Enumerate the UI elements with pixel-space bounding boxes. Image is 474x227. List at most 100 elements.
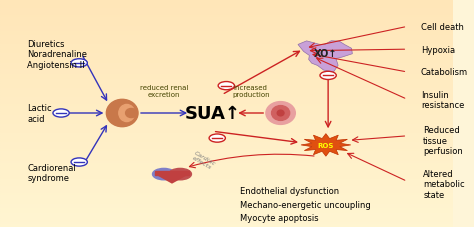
Bar xyxy=(0,218,453,220)
Bar xyxy=(0,120,453,123)
Bar xyxy=(0,7,453,9)
Bar xyxy=(0,57,453,59)
Bar xyxy=(0,143,453,145)
Bar xyxy=(0,157,453,159)
Bar xyxy=(0,161,453,163)
Text: increased
production: increased production xyxy=(232,85,270,98)
Text: Altered
metabolic
state: Altered metabolic state xyxy=(423,169,465,199)
Bar xyxy=(0,182,453,184)
Bar xyxy=(0,102,453,104)
Bar xyxy=(0,20,453,23)
Bar xyxy=(0,152,453,154)
Circle shape xyxy=(153,169,175,180)
Bar xyxy=(0,27,453,30)
Polygon shape xyxy=(298,42,352,73)
Bar xyxy=(0,216,453,218)
Text: ROS: ROS xyxy=(318,142,334,148)
Bar xyxy=(0,225,453,227)
Bar xyxy=(0,59,453,61)
Bar xyxy=(0,136,453,138)
Bar xyxy=(0,166,453,168)
Bar xyxy=(0,45,453,48)
Bar xyxy=(0,86,453,89)
Bar xyxy=(0,107,453,109)
Bar xyxy=(0,41,453,43)
Bar xyxy=(0,84,453,86)
Bar xyxy=(0,193,453,195)
Bar xyxy=(0,195,453,197)
Bar xyxy=(0,89,453,91)
Bar xyxy=(0,109,453,111)
Bar xyxy=(0,79,453,82)
Bar xyxy=(0,52,453,54)
Ellipse shape xyxy=(106,100,138,127)
Circle shape xyxy=(71,59,87,68)
Bar xyxy=(0,64,453,66)
Bar xyxy=(0,220,453,222)
Bar xyxy=(0,184,453,186)
Ellipse shape xyxy=(277,111,284,116)
Bar xyxy=(0,50,453,52)
Bar xyxy=(0,116,453,118)
Bar xyxy=(0,5,453,7)
Bar xyxy=(0,191,453,193)
Bar xyxy=(0,145,453,148)
Polygon shape xyxy=(155,174,189,184)
Circle shape xyxy=(71,158,87,166)
Bar xyxy=(0,2,453,5)
Bar xyxy=(0,91,453,93)
Text: SUA↑: SUA↑ xyxy=(185,105,241,122)
Bar xyxy=(0,188,453,191)
Bar xyxy=(0,14,453,16)
Bar xyxy=(0,150,453,152)
Bar xyxy=(0,129,453,132)
Bar xyxy=(0,168,453,170)
Bar xyxy=(0,197,453,200)
Bar xyxy=(0,202,453,204)
Bar xyxy=(0,66,453,68)
Bar xyxy=(0,16,453,18)
Text: XO↑: XO↑ xyxy=(314,48,337,58)
Bar xyxy=(0,111,453,114)
Bar xyxy=(0,204,453,207)
Bar xyxy=(0,123,453,125)
Bar xyxy=(0,70,453,73)
Bar xyxy=(0,179,453,182)
Bar xyxy=(0,104,453,107)
Bar xyxy=(0,75,453,77)
Bar xyxy=(0,141,453,143)
Bar xyxy=(0,114,453,116)
Text: Hypoxia: Hypoxia xyxy=(421,45,455,54)
Bar xyxy=(0,98,453,100)
Text: reduced renal
excretion: reduced renal excretion xyxy=(140,85,188,98)
Bar xyxy=(0,68,453,70)
Ellipse shape xyxy=(272,106,290,121)
Bar xyxy=(0,186,453,188)
Text: Endothelial dysfunction: Endothelial dysfunction xyxy=(240,186,339,195)
Bar xyxy=(0,207,453,209)
Bar xyxy=(0,25,453,27)
Bar xyxy=(0,127,453,129)
Bar xyxy=(0,36,453,39)
Bar xyxy=(0,148,453,150)
Bar xyxy=(0,11,453,14)
Circle shape xyxy=(209,134,226,143)
Text: Catabolism: Catabolism xyxy=(421,68,468,77)
Bar xyxy=(0,159,453,161)
Bar xyxy=(0,54,453,57)
Bar xyxy=(0,61,453,64)
Bar xyxy=(0,23,453,25)
Ellipse shape xyxy=(119,105,135,122)
Bar xyxy=(155,172,189,175)
Bar xyxy=(0,154,453,157)
Bar xyxy=(0,95,453,98)
Polygon shape xyxy=(301,134,351,157)
Bar xyxy=(0,73,453,75)
Bar xyxy=(0,200,453,202)
Text: Myocyte apoptosis: Myocyte apoptosis xyxy=(240,213,319,222)
Circle shape xyxy=(53,109,69,118)
Bar xyxy=(0,132,453,134)
Text: Cardiorenal
syndrome: Cardiorenal syndrome xyxy=(27,163,76,182)
Bar xyxy=(0,93,453,95)
Bar xyxy=(0,222,453,225)
